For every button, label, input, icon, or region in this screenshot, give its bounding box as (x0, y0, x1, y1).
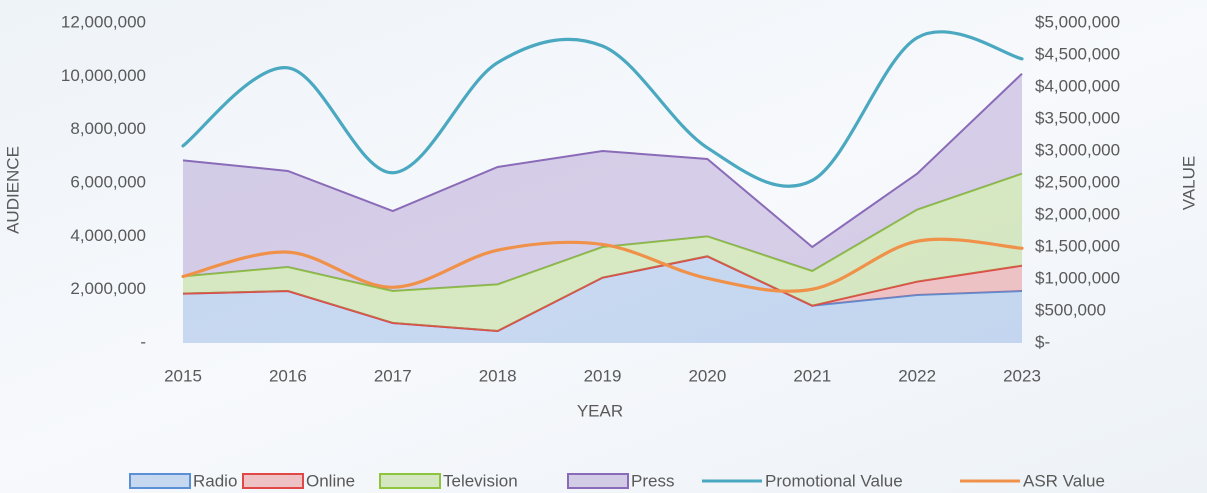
area (183, 73, 1022, 292)
legend-label: Online (306, 471, 355, 490)
x-tick-label: 2022 (898, 366, 936, 385)
legend-label: Promotional Value (765, 471, 903, 490)
y2-tick-label: $4,500,000 (1035, 44, 1120, 63)
x-tick-label: 2020 (688, 366, 726, 385)
y-tick-label: 10,000,000 (61, 66, 146, 85)
y2-tick-label: $2,000,000 (1035, 204, 1120, 223)
x-axis-title: YEAR (577, 401, 623, 420)
legend-swatch (129, 473, 191, 489)
y-tick-label: - (140, 332, 146, 351)
y-tick-label: 6,000,000 (70, 172, 146, 191)
line (181, 237, 1024, 293)
y-tick-label: 2,000,000 (70, 279, 146, 298)
y-axis-title: AUDIENCE (3, 146, 22, 234)
x-tick-label: 2016 (269, 366, 307, 385)
y-tick-label: 12,000,000 (61, 12, 146, 31)
area-edge (182, 72, 1023, 249)
area-edge (182, 255, 1023, 333)
y2-tick-label: $500,000 (1035, 300, 1106, 319)
area-edge (182, 172, 1023, 293)
x-tick-label: 2021 (793, 366, 831, 385)
x-tick-label: 2017 (374, 366, 412, 385)
y2-tick-label: $4,000,000 (1035, 76, 1120, 95)
y2-tick-label: $5,000,000 (1035, 12, 1120, 31)
y2-axis-title: VALUE (1179, 156, 1198, 211)
y2-tick-label: $- (1035, 332, 1050, 351)
x-tick-label: 2015 (164, 366, 202, 385)
y2-tick-label: $2,500,000 (1035, 172, 1120, 191)
legend-swatch (242, 473, 304, 489)
x-tick-label: 2023 (1003, 366, 1041, 385)
x-tick-label: 2019 (584, 366, 622, 385)
y2-tick-label: $3,000,000 (1035, 140, 1120, 159)
line (181, 30, 1024, 188)
area (183, 256, 1022, 343)
y2-tick-label: $1,000,000 (1035, 268, 1120, 287)
legend-label: Radio (193, 471, 237, 490)
legend-label: Television (443, 471, 518, 490)
legend-swatch (567, 473, 629, 489)
y2-tick-label: $3,500,000 (1035, 108, 1120, 127)
y-tick-label: 4,000,000 (70, 226, 146, 245)
y-tick-label: 8,000,000 (70, 119, 146, 138)
legend-swatch (379, 473, 441, 489)
y2-tick-label: $1,500,000 (1035, 236, 1120, 255)
legend-label: Press (631, 471, 674, 490)
legend-label: ASR Value (1023, 471, 1105, 490)
x-tick-label: 2018 (479, 366, 517, 385)
